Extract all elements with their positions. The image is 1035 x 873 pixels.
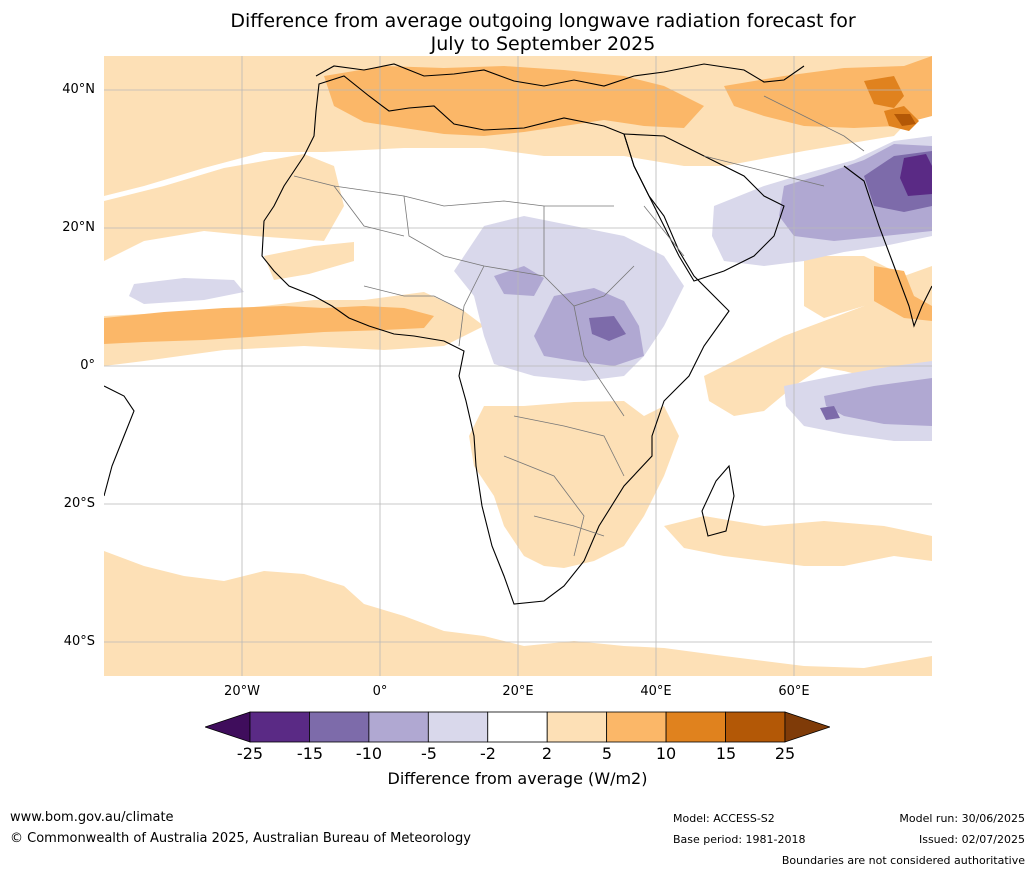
colorbar-cell-3: [368, 711, 429, 743]
issued-text: Issued: 02/07/2025: [918, 833, 1025, 846]
copyright-text: © Commonwealth of Australia 2025, Austra…: [10, 831, 471, 846]
model-run-text: Model run: 30/06/2025: [899, 812, 1025, 825]
lon-label-40e: 40°E: [640, 684, 672, 699]
lat-label-40n: 40°N: [62, 82, 95, 97]
colorbar-cell-8: [665, 711, 726, 743]
lat-label-20n: 20°N: [62, 220, 95, 235]
colorbar: [205, 711, 830, 743]
colorbar-label: Difference from average (W/m2): [387, 769, 648, 788]
colorbar-cell-9: [725, 711, 786, 743]
lat-label-0: 0°: [80, 358, 95, 373]
colorbar-tick-1: -25: [236, 744, 264, 763]
title-line-2: July to September 2025: [430, 33, 656, 55]
colorbar-cell-6: [546, 711, 608, 743]
colorbar-tick-10: 25: [774, 744, 796, 763]
map-title: Difference from average outgoing longwav…: [0, 10, 1035, 56]
boundaries-note: Boundaries are not considered authoritat…: [781, 854, 1025, 867]
colorbar-arrow-low: [205, 711, 251, 743]
model-text: Model: ACCESS-S2: [673, 812, 775, 825]
colorbar-tick-6: 2: [541, 744, 553, 763]
coastlines: [104, 63, 932, 605]
lon-label-20e: 20°E: [502, 684, 534, 699]
anomaly-5-to-10: [104, 56, 932, 344]
colorbar-tick-4: -5: [421, 744, 437, 763]
lon-label-20w: 20°W: [224, 684, 260, 699]
colorbar-cell-7: [606, 711, 667, 743]
colorbar-tick-7: 5: [601, 744, 613, 763]
colorbar-arrow-high: [784, 711, 830, 743]
map-canvas: [104, 56, 932, 676]
colorbar-cell-2: [309, 711, 370, 743]
lat-label-40s: 40°S: [63, 634, 95, 649]
forecast-map: [104, 56, 932, 676]
gridlines: [104, 56, 932, 676]
colorbar-tick-8: 10: [655, 744, 677, 763]
colorbar-cell-1: [249, 711, 310, 743]
anomaly-15-to-25: [894, 114, 916, 126]
country-borders: [293, 95, 865, 557]
base-period-text: Base period: 1981-2018: [673, 833, 806, 846]
colorbar-cell-5: [487, 711, 548, 743]
lon-label-60e: 60°E: [778, 684, 810, 699]
colorbar-tick-5: -2: [480, 744, 496, 763]
colorbar-tick-9: 15: [715, 744, 737, 763]
lat-label-20s: 20°S: [63, 496, 95, 511]
title-line-1: Difference from average outgoing longwav…: [230, 10, 856, 32]
colorbar-tick-2: -15: [296, 744, 324, 763]
website-link[interactable]: www.bom.gov.au/climate: [10, 810, 174, 825]
colorbar-cell-4: [427, 711, 489, 743]
colorbar-tick-3: -10: [355, 744, 383, 763]
lon-label-0: 0°: [372, 684, 388, 699]
anomaly-minus-25-to-minus-15: [900, 154, 932, 196]
